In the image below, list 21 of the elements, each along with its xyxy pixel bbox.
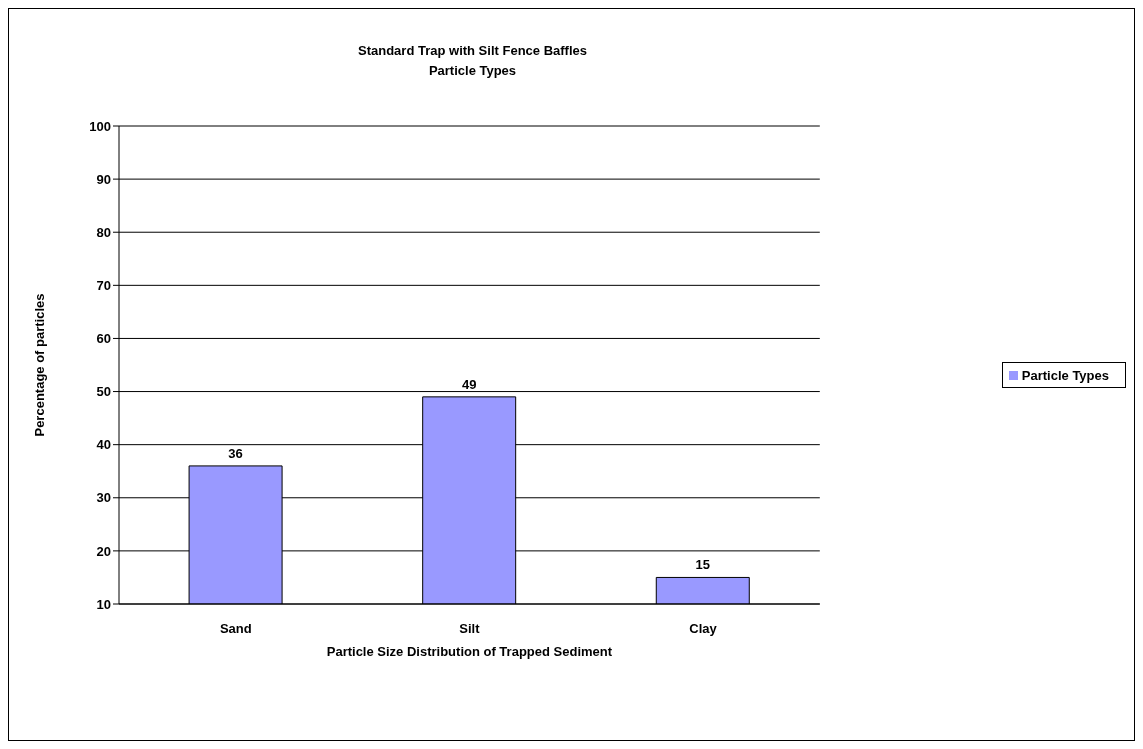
x-axis-title: Particle Size Distribution of Trapped Sediment — [326, 644, 613, 659]
y-tick-label: 50 — [96, 384, 111, 400]
chart-title: Standard Trap with Silt Fence Baffles — [357, 42, 588, 60]
chart-subtitle: Particle Types — [427, 62, 518, 80]
y-tick-label: 70 — [96, 277, 111, 293]
x-tick-label: Silt — [459, 621, 481, 637]
y-tick-label: 10 — [96, 596, 111, 612]
y-axis-title: Percentage of particles — [31, 293, 47, 437]
y-tick-label: 80 — [96, 224, 111, 240]
y-tick-label: 60 — [96, 331, 111, 347]
legend-label: Particle Types — [1021, 367, 1109, 383]
y-tick-label: 90 — [96, 171, 111, 187]
y-tick-label: 100 — [89, 118, 111, 134]
y-tick-label: 20 — [96, 543, 111, 559]
data-label: 49 — [461, 376, 477, 392]
y-tick-label: 30 — [96, 490, 111, 506]
y-tick-label: 40 — [96, 437, 111, 453]
x-tick-label: Clay — [689, 621, 718, 637]
data-label: 15 — [695, 557, 711, 573]
data-label: 36 — [228, 445, 243, 461]
x-tick-label: Sand — [219, 621, 252, 637]
